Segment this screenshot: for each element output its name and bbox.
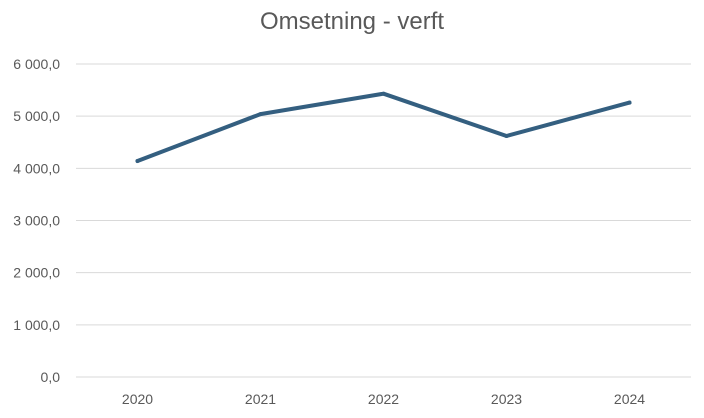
chart-title: Omsetning - verft xyxy=(259,8,445,35)
data-point xyxy=(381,91,386,96)
y-tick-label: 1 000,0 xyxy=(13,317,60,333)
y-tick-label: 5 000,0 xyxy=(13,108,60,124)
y-tick-label: 2 000,0 xyxy=(13,265,60,281)
x-tick-label: 2021 xyxy=(245,391,276,407)
y-tick-label: 3 000,0 xyxy=(13,213,60,229)
data-point xyxy=(135,159,140,164)
x-tick-label: 2022 xyxy=(368,391,399,407)
data-point xyxy=(627,100,632,105)
data-point xyxy=(504,133,509,138)
y-tick-label: 0,0 xyxy=(41,369,61,385)
y-tick-label: 6 000,0 xyxy=(13,56,60,72)
series-line xyxy=(135,91,632,163)
y-tick-label: 4 000,0 xyxy=(13,160,60,176)
data-point xyxy=(258,112,263,117)
x-tick-label: 2024 xyxy=(614,391,645,407)
x-tick-label: 2020 xyxy=(122,391,153,407)
x-tick-label: 2023 xyxy=(491,391,522,407)
